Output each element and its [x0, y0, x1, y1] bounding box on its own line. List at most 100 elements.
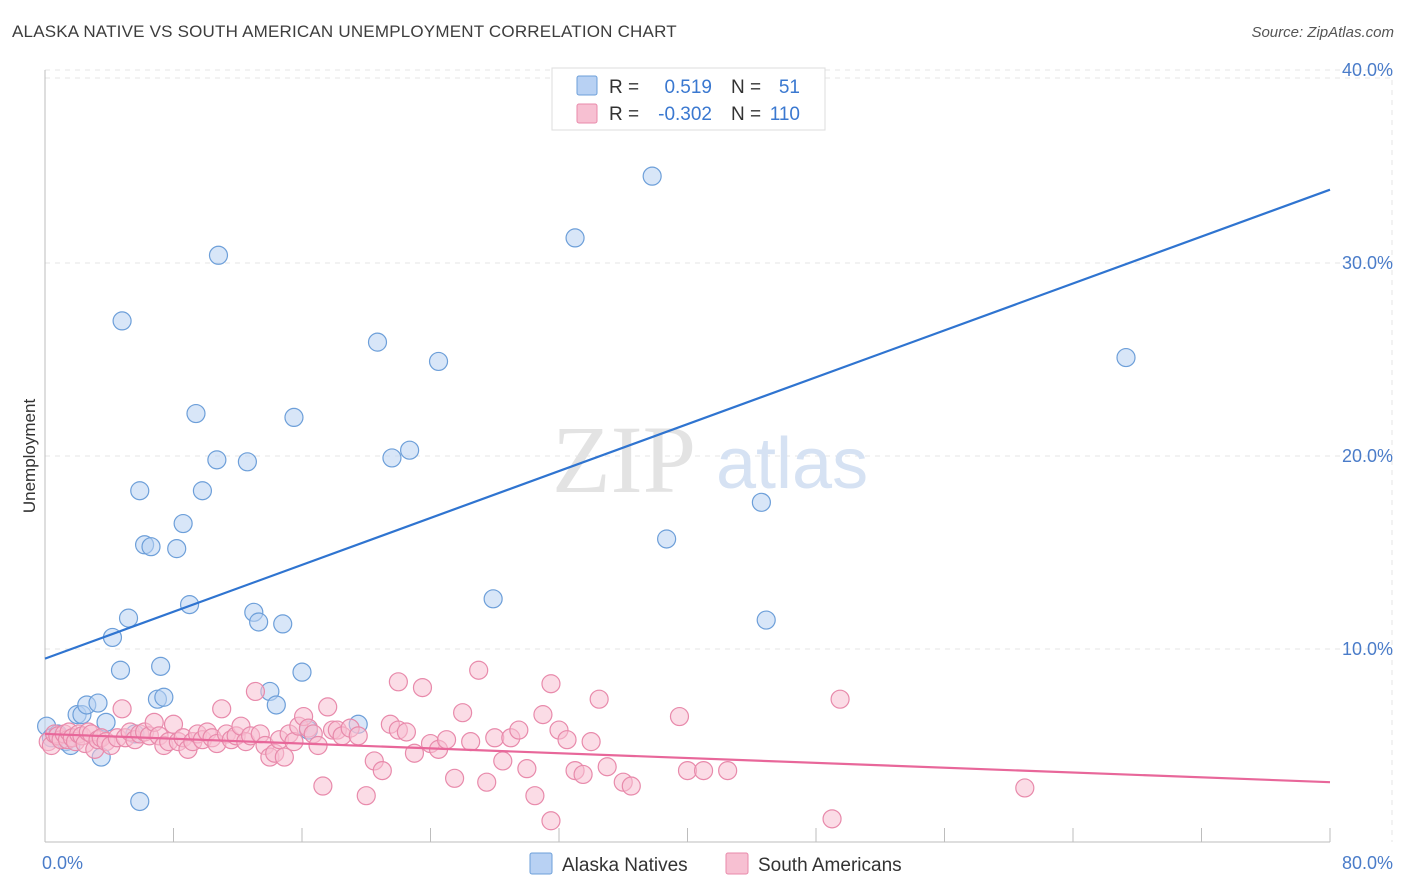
data-points [37, 166, 1136, 831]
alaska-native-point-8 [88, 693, 108, 713]
alaska-native-point-13 [112, 311, 132, 331]
y-tick-label-3: 40.0% [1342, 60, 1393, 80]
alaska-native-point-23 [167, 539, 187, 559]
south-american-point-63 [313, 776, 333, 796]
stats-n-value-alaska: 51 [779, 77, 800, 98]
grid [45, 69, 1393, 842]
alaska-native-point-50 [1116, 347, 1136, 368]
alaska-native-point-12 [110, 660, 131, 680]
stats-n-value-south-american: 110 [770, 104, 800, 125]
south-american-point-76 [396, 722, 417, 742]
alaska-native-point-17 [130, 481, 150, 501]
axes [44, 70, 1331, 843]
alaska-native-trend-line [44, 188, 1331, 660]
alaska-native-point-41 [382, 448, 402, 468]
south-american-point-72 [372, 760, 392, 781]
alaska-native-point-20 [151, 656, 171, 676]
south-american-point-90 [509, 720, 529, 740]
alaska-native-point-14 [118, 608, 139, 628]
legend-swatch-alaska-natives [529, 852, 553, 875]
stats-r-label-alaska: R = [609, 77, 639, 98]
legend-swatch-south-americans [725, 852, 749, 875]
stats-n-label-alaska: N = [731, 77, 761, 98]
legend-label-south-americans: South Americans [758, 855, 902, 876]
south-american-point-32 [163, 714, 184, 734]
south-american-point-87 [485, 728, 505, 748]
south-american-point-102 [597, 757, 617, 777]
south-american-point-109 [830, 689, 850, 709]
south-american-point-75 [388, 672, 408, 692]
alaska-native-point-34 [266, 695, 286, 715]
south-american-point-69 [348, 726, 368, 746]
south-american-point-101 [589, 689, 609, 709]
south-american-point-107 [693, 760, 714, 781]
alaska-native-point-22 [154, 687, 174, 707]
chart-title: ALASKA NATIVE VS SOUTH AMERICAN UNEMPLOY… [12, 22, 677, 41]
south-american-point-108 [718, 760, 738, 781]
south-american-point-97 [557, 730, 577, 750]
watermark-atlas: atlas [716, 424, 868, 504]
alaska-native-point-46 [642, 166, 662, 186]
y-tick-label-0: 10.0% [1342, 639, 1393, 659]
south-american-point-84 [461, 732, 481, 752]
alaska-native-point-47 [657, 529, 677, 549]
alaska-native-point-30 [237, 452, 257, 472]
alaska-native-point-35 [273, 614, 293, 634]
south-american-point-64 [318, 697, 338, 717]
alaska-native-point-19 [141, 537, 161, 557]
alaska-native-point-43 [428, 351, 449, 372]
stats-legend-swatch-alaska [576, 75, 598, 96]
alaska-native-point-44 [483, 589, 503, 609]
alaska-native-point-42 [400, 440, 420, 460]
y-tick-label-1: 20.0% [1342, 446, 1393, 466]
alaska-native-point-49 [756, 610, 776, 630]
south-american-point-70 [356, 786, 376, 806]
stats-legend: R = 0.519 N = 51 R = -0.302 N = 110 [551, 67, 826, 131]
south-american-point-88 [493, 751, 513, 771]
alaska-native-point-45 [565, 228, 585, 248]
y-tick-label-2: 30.0% [1342, 253, 1393, 273]
south-american-point-94 [541, 674, 561, 694]
alaska-native-point-25 [179, 595, 200, 615]
south-american-point-86 [477, 772, 497, 792]
alaska-native-point-32 [249, 612, 269, 632]
legend-label-alaska-natives: Alaska Natives [562, 855, 688, 876]
south-american-point-104 [621, 776, 641, 796]
stats-r-label-south-american: R = [609, 104, 639, 125]
alaska-native-point-48 [751, 492, 771, 512]
south-american-point-99 [573, 764, 593, 785]
south-american-point-82 [444, 768, 465, 788]
south-american-point-49 [245, 681, 266, 702]
y-axis-title: Unemployment [20, 399, 39, 514]
south-american-point-106 [677, 760, 698, 781]
alaska-native-point-28 [208, 245, 229, 265]
stats-r-value-alaska: 0.519 [664, 77, 712, 98]
stats-legend-swatch-south-american [576, 103, 598, 124]
south-american-point-42 [212, 699, 232, 719]
alaska-native-point-27 [192, 481, 213, 501]
series-legend: Alaska Natives South Americans [529, 852, 902, 876]
alaska-native-point-40 [367, 332, 388, 352]
trend-lines [44, 188, 1331, 784]
south-american-point-81 [436, 730, 457, 750]
watermark: ZIP atlas [552, 406, 868, 513]
alaska-native-point-16 [130, 791, 150, 812]
alaska-native-point-26 [186, 403, 206, 424]
alaska-native-point-29 [207, 450, 227, 470]
x-tick-label-0: 0.0% [42, 853, 83, 873]
alaska-native-point-37 [292, 662, 312, 682]
alaska-native-point-36 [284, 407, 304, 427]
watermark-zip: ZIP [552, 406, 696, 513]
south-american-point-91 [517, 759, 537, 779]
source-label: Source: ZipAtlas.com [1251, 24, 1394, 41]
south-american-point-100 [581, 732, 601, 752]
tick-labels: 10.0% 20.0% 30.0% 40.0% 0.0% 80.0% [42, 60, 1393, 873]
south-american-point-55 [274, 747, 294, 767]
south-american-point-105 [669, 706, 690, 727]
south-american-point-92 [525, 786, 545, 806]
south-american-point-111 [1015, 778, 1035, 798]
south-american-point-110 [822, 809, 842, 829]
south-american-trend-line [44, 732, 1331, 784]
south-american-point-85 [469, 660, 489, 680]
